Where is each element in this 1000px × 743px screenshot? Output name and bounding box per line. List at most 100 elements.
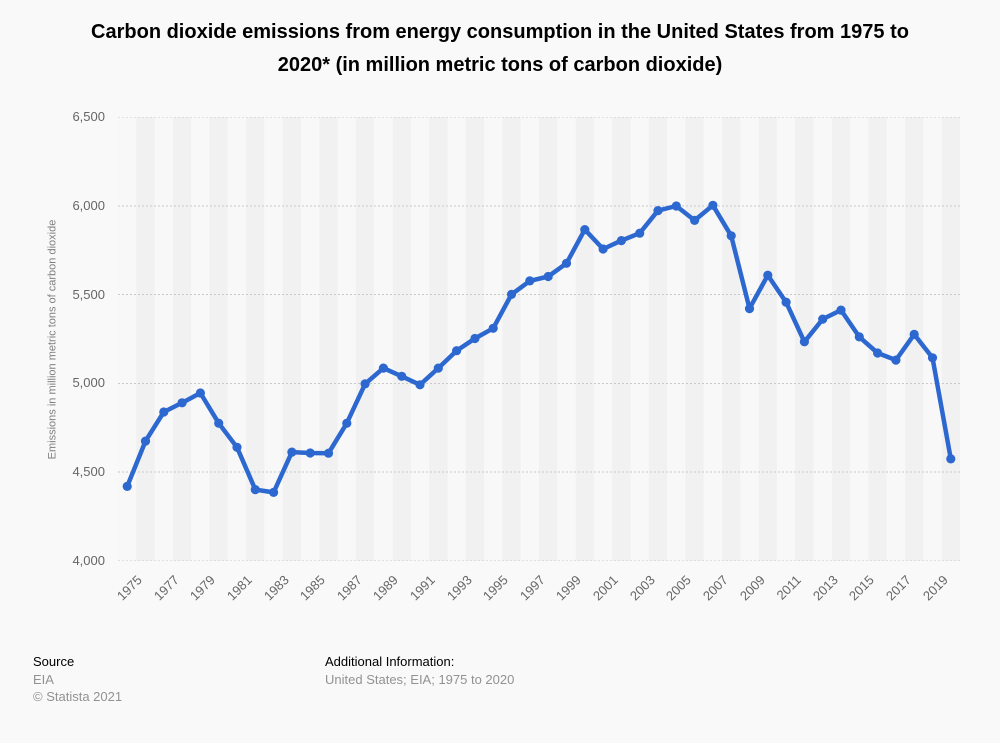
data-point-2000[interactable] [580,225,590,235]
data-point-2003[interactable] [635,228,645,238]
x-tick-label-2011: 2011 [773,572,804,603]
year-band [630,117,649,561]
x-tick-label-2013: 2013 [809,572,841,604]
data-point-2015[interactable] [854,332,864,342]
data-point-1984[interactable] [287,447,297,457]
data-point-1999[interactable] [561,258,572,268]
year-band [429,117,448,561]
data-point-2016[interactable] [873,348,883,358]
additional-info-block: Additional Information: United States; E… [325,653,514,688]
year-band [813,117,832,561]
source-value: EIA [33,671,54,687]
data-point-1996[interactable] [506,289,517,299]
year-band [868,117,887,561]
data-point-2006[interactable] [690,215,700,225]
chart-title-line2: 2020* (in million metric tons of carbon … [277,54,723,76]
data-point-1993[interactable] [452,346,462,356]
x-tick-label-2001: 2001 [589,572,621,604]
year-band [685,117,704,561]
x-tick-label-1985: 1985 [296,572,328,604]
x-tick-label-1987: 1987 [333,572,365,604]
data-point-2019[interactable] [927,353,938,363]
data-point-2008[interactable] [726,231,736,241]
year-band [484,117,503,561]
year-band [923,117,942,561]
year-band [392,117,411,561]
data-point-1988[interactable] [360,379,370,389]
data-point-2009[interactable] [744,304,755,314]
y-tick-label-5500: 5,500 [72,287,105,302]
data-point-1983[interactable] [269,487,279,497]
year-band [520,117,539,561]
year-band [191,117,210,561]
data-point-2011[interactable] [781,297,791,307]
year-band [703,117,723,561]
y-tick-label-4500: 4,500 [72,464,105,479]
year-band [410,117,430,561]
data-point-1980[interactable] [214,418,224,428]
copyright: © Statista 2021 [33,689,123,704]
x-tick-label-2019: 2019 [919,572,951,604]
y-tick-label-6000: 6,000 [72,198,105,213]
data-point-1979[interactable] [195,388,205,398]
data-point-1995[interactable] [488,323,498,333]
year-band [648,117,668,561]
data-point-2001[interactable] [598,244,608,254]
data-point-2020[interactable] [946,454,956,464]
data-point-1975[interactable] [122,481,132,491]
year-band [282,117,302,561]
year-band [136,117,155,561]
data-point-2010[interactable] [763,270,773,280]
data-point-2002[interactable] [616,236,626,246]
data-point-2013[interactable] [818,314,828,324]
data-point-1987[interactable] [342,418,352,428]
data-point-2017[interactable] [891,355,901,365]
data-point-2018[interactable] [909,329,919,339]
data-point-1981[interactable] [232,442,242,452]
data-point-1994[interactable] [470,333,480,344]
year-band [941,117,960,561]
data-point-2012[interactable] [799,337,810,347]
year-band [502,117,521,561]
year-band [593,117,613,561]
year-band [154,117,173,561]
year-band [227,117,247,561]
data-point-1989[interactable] [378,363,388,373]
data-point-1985[interactable] [305,448,315,458]
additional-info-value: United States; EIA; 1975 to 2020 [325,671,515,687]
data-point-1976[interactable] [140,436,151,446]
y-tick-label-5000: 5,000 [72,375,105,390]
data-point-2005[interactable] [671,201,681,211]
x-tick-label-1997: 1997 [516,572,548,604]
source-block: Source EIA © Statista 2021 [33,653,122,706]
year-band [776,117,796,561]
year-band [722,117,741,561]
y-axis-title: Emissions in million metric tons of carb… [46,219,59,460]
data-point-1997[interactable] [525,276,535,286]
year-band [264,117,283,561]
year-band [209,117,228,561]
year-band [118,117,137,561]
line-chart-plot [118,117,960,561]
data-point-2007[interactable] [708,200,718,210]
x-tick-label-2017: 2017 [882,572,914,604]
data-point-1991[interactable] [415,380,425,390]
data-point-1982[interactable] [250,485,260,495]
data-point-1990[interactable] [397,371,407,381]
x-tick-label-1975: 1975 [113,572,145,604]
year-band [612,117,631,561]
data-point-1978[interactable] [177,398,187,408]
data-point-1986[interactable] [323,448,334,458]
data-point-1977[interactable] [159,407,169,417]
data-point-1998[interactable] [543,271,553,282]
x-tick-label-1991: 1991 [406,572,438,604]
data-point-2004[interactable] [653,206,663,216]
data-point-1992[interactable] [433,363,443,373]
year-band [337,117,356,561]
source-label: Source [33,654,75,669]
x-tick-label-2007: 2007 [699,572,731,604]
data-point-2014[interactable] [836,305,846,315]
x-tick-label-1995: 1995 [479,572,511,604]
year-band [831,117,851,561]
